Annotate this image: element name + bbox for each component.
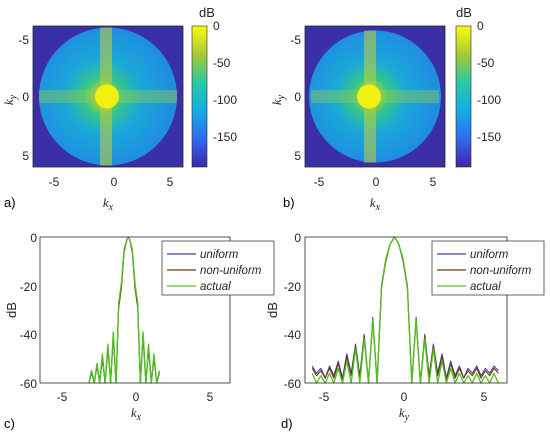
chart-c-xtick: -5 — [57, 390, 68, 404]
chart-b-cbtick: -50 — [477, 56, 495, 70]
chart-c-xtick: 0 — [133, 390, 140, 404]
chart-a: -5 0 5 -5 0 5 kx ky a) dB 0 -50 -100 -15… — [1, 5, 237, 213]
chart-a-xtick: 5 — [167, 175, 174, 189]
chart-a-colorbar — [191, 25, 208, 168]
chart-a-ylabel: ky — [1, 94, 19, 105]
chart-b-ylabel: ky — [269, 94, 287, 105]
chart-c-panel-label: c) — [4, 416, 15, 431]
chart-b-cbtick: 0 — [477, 19, 484, 33]
chart-b-ytick: -5 — [290, 33, 301, 47]
chart-c-legend-uniform: uniform — [200, 249, 239, 261]
chart-d-panel-label: d) — [281, 416, 293, 431]
chart-a-peak — [95, 84, 119, 109]
chart-a-panel-label: a) — [4, 195, 16, 210]
chart-d-xtick: -5 — [319, 390, 330, 404]
chart-b-xtick: 0 — [373, 175, 380, 189]
chart-a-circle-group — [39, 27, 177, 166]
chart-d-lines — [311, 236, 499, 384]
chart-b-colorbar-label: dB — [456, 5, 472, 20]
chart-c: -5 0 5 0 -20 -40 -60 kx dB c) uniform no… — [4, 231, 275, 431]
chart-b-xlabel: kx — [370, 195, 381, 213]
chart-d-ytick: -40 — [284, 328, 302, 342]
chart-d-ytick: -20 — [284, 280, 302, 294]
chart-c-ytick: 0 — [30, 231, 37, 245]
chart-d-legend-non-uniform: non-uniform — [470, 265, 532, 277]
chart-d-xtick: 0 — [401, 390, 408, 404]
chart-b-ytick: 5 — [294, 149, 301, 163]
chart-d-xlabel: ky — [399, 405, 410, 423]
chart-d-legend-uniform: uniform — [470, 249, 509, 261]
chart-c-ylabel: dB — [4, 302, 19, 318]
chart-c-ytick: -20 — [20, 280, 38, 294]
chart-c-ytick: -40 — [20, 328, 38, 342]
chart-a-cbtick: -150 — [213, 130, 237, 144]
chart-b-panel-label: b) — [283, 195, 295, 210]
chart-b-xtick: -5 — [314, 175, 325, 189]
chart-a-ytick: 0 — [22, 90, 29, 104]
chart-b-circle-group — [309, 30, 441, 163]
chart-a-colorbar-label: dB — [199, 5, 215, 20]
chart-b-xtick: 5 — [430, 175, 437, 189]
chart-a-cbtick: 0 — [213, 19, 220, 33]
chart-d-legend-box — [431, 240, 545, 296]
chart-b-cbtick: -150 — [477, 130, 501, 144]
chart-d-ylabel: dB — [265, 302, 280, 318]
chart-d-ytick: 0 — [294, 231, 301, 245]
chart-c-legend-actual: actual — [200, 281, 231, 293]
chart-c-ytick: -60 — [20, 377, 38, 391]
chart-c-series-actual — [88, 236, 161, 384]
chart-b-colorbar — [455, 25, 472, 168]
chart-d-legend-actual: actual — [470, 281, 501, 293]
chart-a-ytick: 5 — [22, 149, 29, 163]
chart-a-xlabel: kx — [103, 195, 114, 213]
chart-c-xtick: 5 — [207, 390, 214, 404]
chart-b-ytick: 0 — [294, 90, 301, 104]
chart-d: -5 0 5 0 -20 -40 -60 ky dB d) uniform no… — [265, 231, 545, 431]
chart-d-legend: uniform non-uniform actual — [431, 240, 545, 296]
chart-c-legend: uniform non-uniform actual — [161, 240, 275, 296]
chart-a-cbtick: -100 — [213, 93, 237, 107]
chart-d-xtick: 5 — [481, 390, 488, 404]
chart-a-ytick: -5 — [18, 33, 29, 47]
chart-b-peak — [357, 84, 381, 109]
chart-b-cbtick: -100 — [477, 93, 501, 107]
chart-a-xtick: -5 — [49, 175, 60, 189]
chart-b: -5 0 5 -5 0 5 kx ky b) dB 0 -50 -100 -15… — [269, 5, 501, 213]
chart-c-xlabel: kx — [131, 405, 142, 423]
chart-c-lines — [88, 236, 161, 384]
chart-a-cbtick: -50 — [213, 56, 231, 70]
chart-d-series-actual — [311, 236, 499, 384]
chart-a-xtick: 0 — [111, 175, 118, 189]
chart-d-ytick: -60 — [284, 377, 302, 391]
chart-c-legend-non-uniform: non-uniform — [200, 265, 262, 277]
